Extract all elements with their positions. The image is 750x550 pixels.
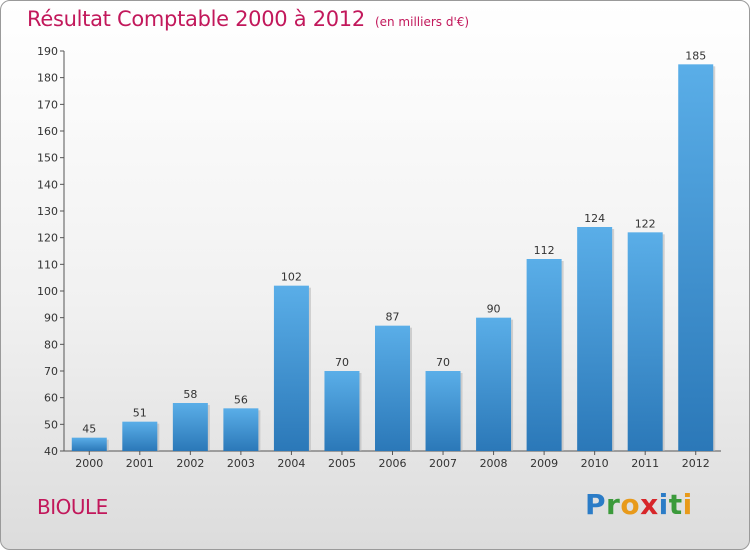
data-label: 51 [133,407,147,420]
data-label: 70 [436,356,450,369]
y-tick-label: 70 [44,365,58,378]
bar [678,64,714,452]
bar [425,371,461,451]
chart-data-labels: 45 51 58 56 102 70 87 70 90 112 124 122 185 [82,49,706,435]
y-tick-label: 170 [37,98,58,111]
chart-title: Résultat Comptable 2000 à 2012 [27,7,365,31]
y-tick-label: 120 [37,232,58,245]
x-tick-label: 2004 [277,457,305,470]
y-tick-label: 190 [37,45,58,58]
y-tick-label: 50 [44,418,58,431]
data-label: 45 [82,423,96,436]
x-tick-label: 2010 [581,457,609,470]
y-tick-label: 150 [37,152,58,165]
brand-letter: i [682,488,693,521]
x-tick-label: 2012 [682,457,710,470]
brand-letter: t [668,488,683,521]
data-label: 58 [183,388,197,401]
x-tick-label: 2009 [530,457,558,470]
bar [273,285,309,451]
data-label: 112 [534,244,555,257]
bar [577,227,613,451]
x-tick-label: 2008 [480,457,508,470]
bar [526,259,562,451]
y-tick-label: 80 [44,338,58,351]
data-label: 185 [685,49,706,62]
brand-letter: r [606,488,621,521]
bar [223,408,259,451]
brand-letter: x [640,488,659,521]
bar [71,437,107,451]
y-tick-label: 180 [37,72,58,85]
data-label: 102 [281,271,302,284]
data-label: 90 [487,303,501,316]
x-tick-label: 2006 [379,457,407,470]
proxiti-logo: Proxiti [585,488,693,521]
data-label: 87 [386,311,400,324]
x-tick-label: 2011 [631,457,659,470]
y-tick-label: 160 [37,125,58,138]
data-label: 124 [584,212,605,225]
brand-letter: P [585,488,607,521]
commune-name: BIOULE [37,495,108,519]
bar [375,325,410,451]
brand-letter: i [658,488,669,521]
data-label: 56 [234,393,248,406]
data-label: 70 [335,356,349,369]
x-tick-label: 2005 [328,457,356,470]
x-tick-label: 2007 [429,457,457,470]
y-tick-label: 110 [37,258,58,271]
x-tick-label: 2000 [75,457,103,470]
data-label: 122 [635,217,656,230]
bar [172,403,208,451]
bar [476,317,512,451]
y-tick-label: 100 [37,285,58,298]
y-tick-label: 40 [44,445,58,458]
y-tick-label: 130 [37,205,58,218]
chart-subtitle: (en milliers d'€) [374,15,470,29]
chart-header: Résultat Comptable 2000 à 2012 (en millie… [27,7,469,31]
bar [324,371,360,451]
y-tick-label: 90 [44,312,58,325]
x-tick-label: 2003 [227,457,255,470]
y-tick-label: 140 [37,178,58,191]
bar [627,232,663,451]
chart-axes: 40 50 60 70 80 90 100 110 120 130 140 150 160 170 180 1… [37,45,721,470]
bar [122,421,158,451]
x-tick-label: 2001 [126,457,154,470]
x-tick-label: 2002 [176,457,204,470]
y-tick-label: 60 [44,392,58,405]
brand-letter: o [620,488,641,521]
chart-bars [71,64,716,452]
